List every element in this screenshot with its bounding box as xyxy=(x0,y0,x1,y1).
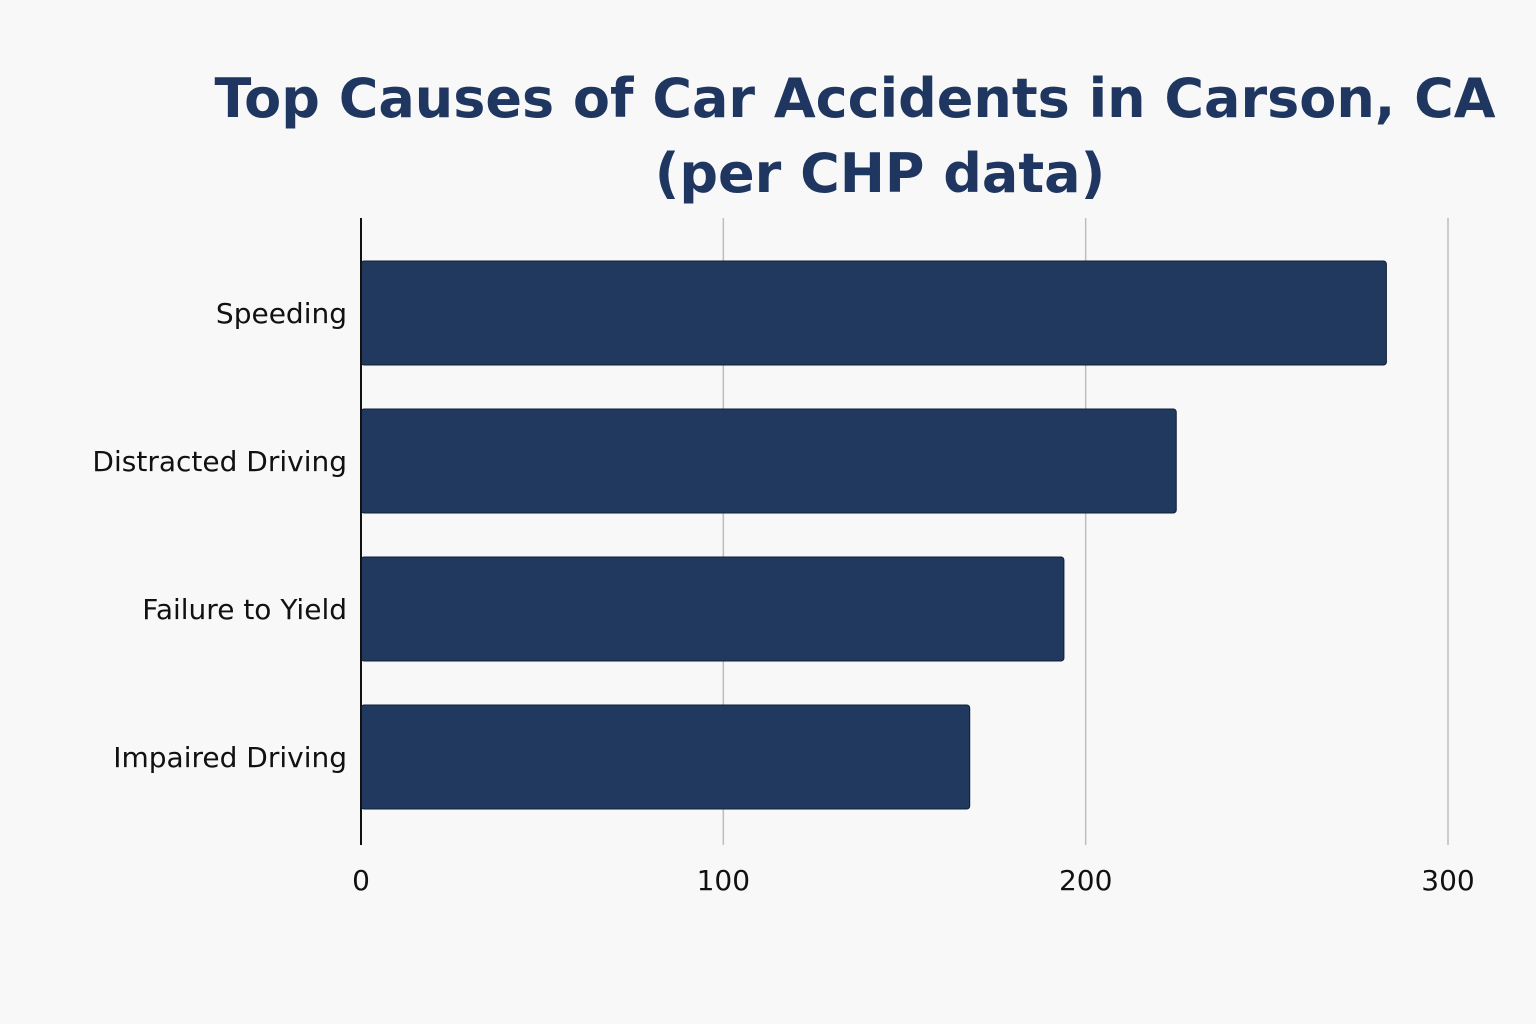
bar-distracted-driving xyxy=(360,408,1177,514)
x-tick-label: 0 xyxy=(352,864,370,897)
category-label: Speeding xyxy=(216,297,347,330)
y-axis-categories: Speeding Distracted Driving Failure to Yie… xyxy=(92,297,347,774)
bars xyxy=(360,260,1387,810)
x-tick-label: 300 xyxy=(1421,864,1474,897)
category-label: Distracted Driving xyxy=(92,445,347,478)
chart-title-line-2: (per CHP data) xyxy=(655,142,1106,205)
chart-title-line-1: Top Causes of Car Accidents in Carson, C… xyxy=(215,67,1496,130)
bar-failure-to-yield xyxy=(360,556,1065,662)
x-tick-label: 100 xyxy=(697,864,750,897)
bar-speeding xyxy=(360,260,1387,366)
category-label: Impaired Driving xyxy=(113,741,347,774)
category-label: Failure to Yield xyxy=(142,593,347,626)
x-axis-ticks: 0 100 200 300 xyxy=(352,864,1475,897)
bar-impaired-driving xyxy=(360,704,971,810)
x-tick-label: 200 xyxy=(1059,864,1112,897)
